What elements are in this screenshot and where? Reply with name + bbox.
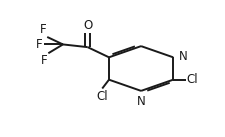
Text: F: F — [36, 38, 43, 51]
Text: N: N — [178, 50, 187, 63]
Text: N: N — [136, 95, 145, 108]
Text: F: F — [40, 54, 47, 67]
Text: F: F — [39, 23, 46, 36]
Text: O: O — [83, 18, 92, 32]
Text: Cl: Cl — [186, 73, 197, 86]
Text: Cl: Cl — [96, 90, 108, 103]
